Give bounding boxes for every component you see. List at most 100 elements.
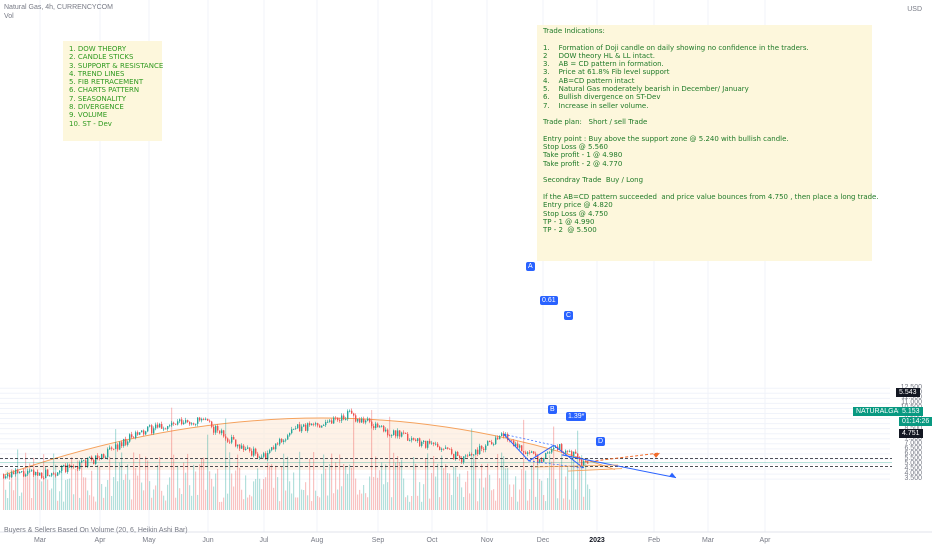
candle-body	[79, 462, 81, 469]
volume-bar	[419, 482, 421, 510]
candle-body	[287, 435, 289, 440]
candle-body	[181, 419, 183, 425]
candle-body	[413, 438, 415, 440]
trade_notes-line: Take profit - 1 @ 4.980	[543, 151, 623, 160]
volume-bar	[357, 494, 359, 510]
volume-bar	[477, 501, 479, 510]
candle-body	[571, 451, 573, 456]
trade_notes-line	[543, 127, 866, 135]
volume-bar	[199, 464, 201, 510]
trade_notes-line: 6. Bullish divergence on ST-Dev	[543, 93, 661, 102]
price-tick-label: 6.500	[904, 444, 922, 452]
candle-body	[435, 443, 437, 445]
candle-body	[63, 465, 65, 467]
candle-body	[539, 459, 541, 463]
volume-bar	[413, 456, 415, 510]
volume-bar	[379, 470, 381, 510]
pattern-point-a[interactable]: A	[526, 262, 535, 271]
volume-bar	[317, 496, 319, 510]
volume-bar	[183, 462, 185, 510]
volume-bar	[85, 477, 87, 510]
candle-body	[39, 472, 41, 476]
candle-body	[185, 420, 187, 423]
candle-body	[177, 421, 179, 425]
rounding-top-fill	[5, 418, 615, 475]
volume-bar	[127, 464, 129, 510]
trade_notes-line: 7. Increase in seller volume.	[543, 101, 649, 110]
volume-bar	[431, 473, 433, 510]
candle-body	[221, 430, 223, 434]
volume-bar	[585, 463, 587, 510]
volume-bar	[313, 452, 315, 510]
trade_notes-line: TP - 1 @ 4.990	[543, 217, 595, 226]
volume-bar	[411, 496, 413, 510]
volume-bar	[243, 499, 245, 510]
volume-bar	[401, 459, 403, 510]
volume-bar	[45, 477, 47, 510]
volume-bar	[405, 497, 407, 510]
candle-body	[459, 455, 461, 459]
analysis-methods-note[interactable]: 1. DOW THEORY 2. CANDLE STICKS 3. SUPPORT …	[63, 41, 164, 141]
volume-bar	[473, 455, 475, 510]
trade_notes-line: Entry point : Buy above the support zone…	[543, 134, 789, 143]
volume-bar	[237, 454, 239, 510]
volume-bar	[423, 484, 425, 510]
candle-body	[419, 438, 421, 446]
notes_list-line: 5. FIB RETRACEMENT	[69, 78, 144, 87]
candle-body	[531, 451, 533, 453]
volume-bar	[569, 499, 571, 510]
candle-body	[245, 448, 247, 450]
candle-body	[27, 470, 29, 475]
volume-bar	[559, 463, 561, 510]
candle-body	[159, 424, 161, 428]
volume-bar	[133, 452, 135, 510]
time-tick-label: Aug	[310, 537, 324, 544]
volume-bar	[179, 488, 181, 510]
candle-body	[305, 424, 307, 431]
volume-bar	[337, 489, 339, 510]
candle-body	[17, 469, 19, 474]
volume-bar	[555, 479, 557, 510]
volume-bar	[73, 494, 75, 510]
volume-bar	[335, 462, 337, 510]
volume-bar	[251, 496, 253, 510]
candle-body	[5, 476, 7, 479]
volume-bar	[463, 497, 465, 510]
time-tick-label: May	[142, 537, 156, 544]
candle-body	[381, 425, 383, 427]
candle-body	[265, 453, 267, 460]
volume-bar	[303, 489, 305, 510]
trade_notes-line	[543, 185, 866, 193]
candle-body	[247, 447, 249, 449]
trade_notes-line: 5. Natural Gas moderately bearish in Dec…	[543, 85, 749, 94]
candle-body	[507, 434, 509, 441]
candle-body	[471, 454, 473, 455]
pattern-point-c[interactable]: C	[564, 311, 574, 320]
volume-bar	[131, 499, 133, 510]
volume-bar	[307, 495, 309, 510]
candle-body	[227, 438, 229, 442]
candle-body	[231, 437, 233, 443]
candle-body	[339, 420, 341, 421]
candle-body	[301, 426, 303, 432]
candle-body	[33, 470, 35, 476]
candle-body	[465, 455, 467, 457]
price-tick-label: 4.500	[904, 465, 922, 473]
candle-body	[535, 453, 537, 456]
notes_list-line: 3. SUPPORT & RESISTANCE	[69, 61, 164, 70]
volume-bar	[589, 488, 591, 510]
trade-plan-note[interactable]: Trade Indications: 1. Formation of Doji …	[537, 25, 879, 261]
pattern-point-b[interactable]: B	[548, 405, 557, 414]
candle-body	[439, 446, 441, 450]
candle-body	[323, 425, 325, 426]
volume-bar	[381, 462, 383, 510]
volume-bar	[15, 473, 17, 510]
candle-body	[389, 435, 391, 437]
volume-bar	[541, 480, 543, 510]
time-tick-label: Jul	[259, 537, 269, 544]
candle-body	[241, 445, 243, 449]
volume-bar	[403, 478, 405, 510]
volume-bar	[587, 484, 589, 510]
pattern-point-d[interactable]: D	[596, 437, 606, 446]
